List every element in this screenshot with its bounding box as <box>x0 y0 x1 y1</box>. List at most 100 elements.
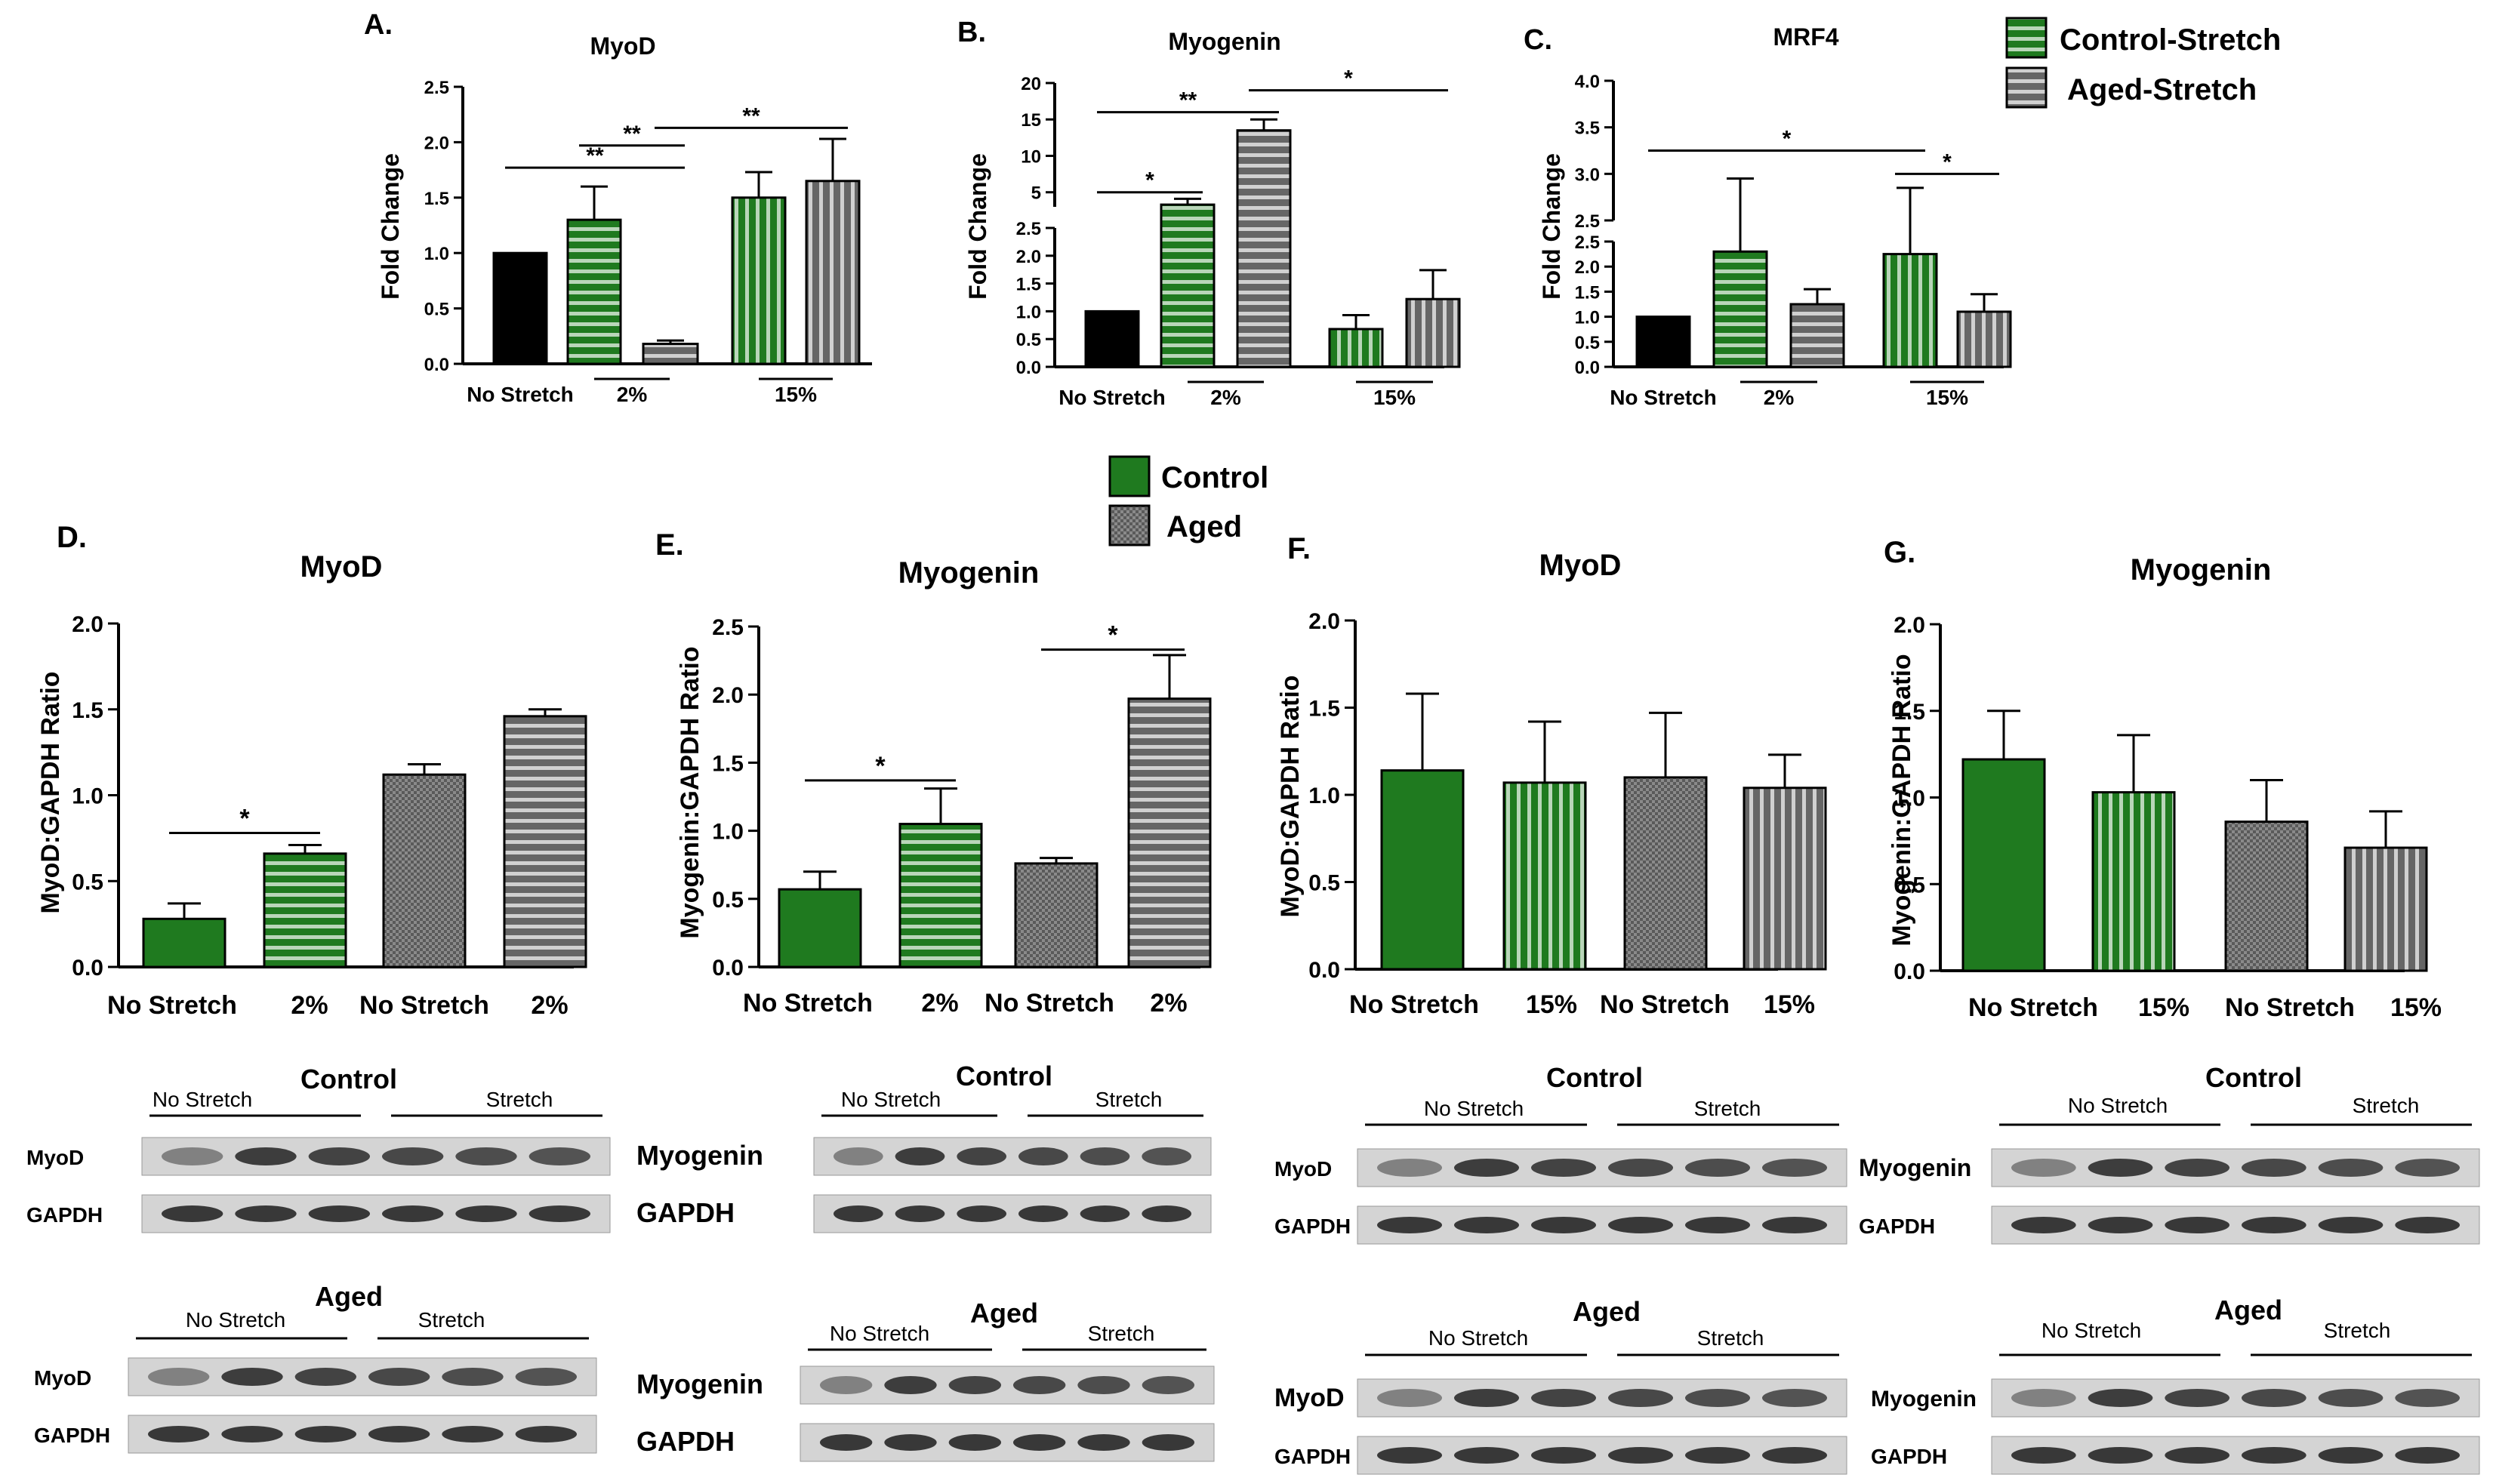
blot-row-label: GAPDH <box>26 1203 103 1227</box>
blot-band <box>1077 1376 1130 1394</box>
x-group-label: 2% <box>1764 386 1795 409</box>
y-tick-label: 0.5 <box>424 300 449 320</box>
blot-row-label: Myogenin <box>636 1140 763 1171</box>
blot-band <box>1013 1376 1066 1394</box>
blot-group-label: No Stretch <box>1428 1326 1528 1350</box>
x-group-label: 2% <box>617 383 648 406</box>
bar <box>382 773 467 968</box>
blot-row-label: GAPDH <box>1274 1445 1351 1468</box>
y-tick-label: 2.5 <box>1575 211 1600 232</box>
blot-band <box>884 1434 937 1451</box>
y-tick-label: 1.5 <box>1308 697 1340 722</box>
x-tick-label: 2% <box>1150 989 1187 1018</box>
y-tick-label: 0.0 <box>1308 958 1340 983</box>
blot-band <box>162 1205 223 1222</box>
legend-swatch-aged-stretch <box>2005 66 2048 109</box>
blot-band <box>2318 1217 2384 1233</box>
blot-band <box>2011 1159 2076 1177</box>
blot-band <box>1080 1205 1130 1222</box>
blot-band <box>1018 1147 1068 1165</box>
chart-title: Myogenin <box>2131 553 2272 587</box>
blot-row-label: MyoD <box>1274 1384 1345 1412</box>
panel-label: C. <box>1524 24 1552 56</box>
x-group-label: No Stretch <box>467 383 574 406</box>
y-tick-label: 2.0 <box>424 133 449 153</box>
y-tick-label: 1.0 <box>72 784 103 809</box>
blot-band <box>895 1147 945 1165</box>
bar <box>1405 297 1461 368</box>
blot-band <box>1377 1217 1442 1233</box>
chart-C: C. MRF4 Fold Change 0.0 0.5 1.0 1.5 2.0 2.52.5 3.… <box>1524 23 2012 409</box>
blot-G-control: Control No Stretch Stretch Myogenin GAPDH <box>1859 1062 2480 1245</box>
y-tick-label: 3.5 <box>1575 119 1600 139</box>
bar <box>731 196 787 365</box>
blot-band <box>2165 1217 2230 1233</box>
blot-group-label: No Stretch <box>1424 1097 1524 1120</box>
bar <box>2091 791 2176 972</box>
blot-band <box>1142 1434 1195 1451</box>
blot-band <box>442 1368 504 1386</box>
chart-B: B. Myogenin Fold Change 0.0 0.5 1.0 1.5 2.0 2.5 5… <box>957 17 1461 409</box>
x-tick-label: 2% <box>921 989 958 1018</box>
chart-E: E. Myogenin Myogenin:GAPDH Ratio 0.0 0.5 1.0 1… <box>655 528 1212 1018</box>
blot-band <box>957 1205 1006 1222</box>
blot-title: Aged <box>1573 1296 1641 1327</box>
blot-band <box>884 1376 937 1394</box>
blot-band <box>834 1147 883 1165</box>
blot-row-label: MyoD <box>1274 1157 1332 1181</box>
blot-band <box>382 1205 444 1222</box>
y-axis-label: Fold Change <box>964 153 991 300</box>
blot-band <box>2088 1389 2153 1407</box>
bar <box>503 715 587 968</box>
x-group-label: 2% <box>1210 386 1241 409</box>
legend-swatch-aged <box>1108 504 1151 546</box>
blot-band <box>2165 1159 2230 1177</box>
chart-G: G. Myogenin Myogenin:GAPDH Ratio 0.0 0.5 1.0 1… <box>1884 536 2442 1022</box>
legend-label-control-stretch: Control-Stretch <box>2060 23 2281 57</box>
y-tick-label: 10 <box>1021 146 1041 167</box>
blot-group-label: Stretch <box>2353 1094 2420 1117</box>
x-tick-label: 15% <box>2138 993 2189 1022</box>
y-tick-label: 1.5 <box>1894 700 1925 725</box>
bar <box>1635 316 1691 368</box>
y-tick-label: 1.5 <box>424 189 449 209</box>
blot-group-label: Stretch <box>1697 1326 1764 1350</box>
y-tick-label: 1.5 <box>712 751 744 776</box>
significance-label: ** <box>623 122 641 146</box>
chart-D: D. MyoD MyoD:GAPDH Ratio 0.0 0.5 1.0 1.5 2.0 No … <box>36 521 587 1020</box>
blot-band <box>820 1434 873 1451</box>
blot-row-label: GAPDH <box>636 1426 735 1457</box>
legend-top: Control-Stretch Aged-Stretch <box>2005 17 2281 109</box>
blot-band <box>1762 1447 1827 1464</box>
blot-band <box>1454 1447 1519 1464</box>
blot-title: Aged <box>970 1298 1038 1329</box>
blot-band <box>1454 1389 1519 1407</box>
blot-group-label: No Stretch <box>153 1088 252 1111</box>
blot-title: Aged <box>2214 1295 2282 1325</box>
blot-band <box>294 1426 357 1442</box>
blot-band <box>1608 1389 1673 1407</box>
blot-band <box>148 1426 210 1442</box>
x-tick-label: 15% <box>1764 990 1815 1019</box>
blot-group-label: No Stretch <box>830 1322 929 1345</box>
x-tick-label: 15% <box>1526 990 1577 1019</box>
blot-band <box>382 1147 444 1165</box>
bar <box>1789 303 1845 368</box>
blot-row-label: MyoD <box>34 1366 91 1390</box>
bar <box>1623 776 1708 971</box>
blot-band <box>1142 1376 1195 1394</box>
y-tick-label: 2.0 <box>1016 247 1041 267</box>
blot-F-control: Control No Stretch Stretch MyoD GAPDH <box>1274 1062 1847 1245</box>
y-tick-label: 0.5 <box>72 870 103 894</box>
y-tick-label: 0.0 <box>1894 959 1925 984</box>
y-tick-label: 2.0 <box>1894 613 1925 638</box>
y-tick-label: 20 <box>1021 74 1041 94</box>
chart-title: Myogenin <box>898 556 1040 590</box>
blot-band <box>1080 1147 1130 1165</box>
x-group-label: No Stretch <box>1058 386 1166 409</box>
x-tick-label: No Stretch <box>359 991 489 1020</box>
blot-group-label: Stretch <box>486 1088 553 1111</box>
blot-row-label: MyoD <box>26 1146 84 1169</box>
blot-G-aged: Aged No Stretch Stretch Myogenin GAPDH <box>1871 1295 2480 1475</box>
